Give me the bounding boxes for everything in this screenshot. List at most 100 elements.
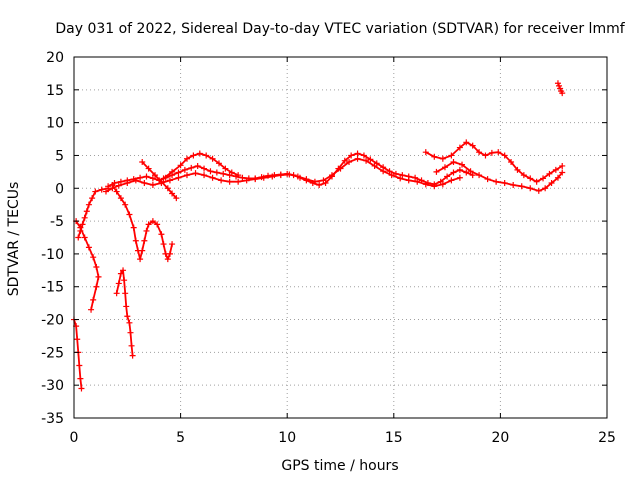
data-point-track-e-13 [209,174,216,181]
data-point-track-e-19 [260,174,267,181]
data-point-track-f-1 [145,165,152,172]
data-point-track-e-3 [124,180,131,187]
data-point-track-j-9 [488,149,495,156]
data-point-track-e-33 [380,168,387,175]
data-point-track-c-4 [83,208,90,215]
data-point-track-i-8 [126,319,133,326]
data-point-track-k-10 [518,183,525,190]
data-point-track-e-20 [269,173,276,180]
data-point-track-b-5 [93,264,100,271]
data-point-track-k-12 [535,187,542,194]
data-point-track-g-2 [177,162,184,169]
data-point-track-f-3 [158,178,165,185]
data-point-track-f-5 [169,190,176,197]
data-point-track-e-41 [448,177,455,184]
data-point-track-e-4 [132,177,139,184]
data-point-track-d-18 [220,170,227,177]
data-point-track-e-21 [277,172,284,179]
data-point-track-h-14 [154,221,161,228]
y-tick-label: -25 [41,345,64,361]
data-point-track-k-3 [459,161,466,168]
data-point-track-d-37 [341,157,348,164]
data-point-track-i-2 [117,270,124,277]
data-point-track-d-14 [194,162,201,169]
data-point-track-d-11 [175,169,182,176]
data-point-track-j-20 [559,162,566,169]
data-point-track-c-3 [81,214,88,221]
data-point-track-l-0 [554,80,561,87]
y-tick-label: 15 [46,83,64,99]
y-tick-label: -20 [41,313,64,329]
x-tick-label: 15 [385,430,403,446]
data-point-track-k-6 [484,176,491,183]
data-point-track-b-9 [88,306,95,313]
data-point-track-j-2 [439,155,446,162]
data-point-track-j-12 [508,159,515,166]
series-track-c [75,185,112,241]
data-point-track-i-5 [122,290,129,297]
x-tick-label: 10 [278,430,296,446]
data-point-track-a-5 [77,375,84,382]
data-point-track-h-6 [132,237,139,244]
data-point-track-l-2 [557,85,564,92]
data-point-track-b-4 [90,254,97,261]
y-tick-label: -35 [41,411,64,427]
data-point-track-k-9 [510,181,517,188]
data-point-track-k-13 [542,185,549,192]
data-point-track-j-8 [482,152,489,159]
data-point-track-c-0 [75,234,82,241]
data-point-track-e-22 [286,171,293,178]
data-point-track-e-15 [226,178,233,185]
data-point-track-k-0 [433,168,440,175]
data-point-track-d-21 [239,174,246,181]
data-point-track-i-10 [128,342,135,349]
y-tick-label: -10 [41,247,64,263]
data-point-track-k-16 [559,169,566,176]
data-point-track-h-18 [164,256,171,263]
series-track-l [554,80,566,97]
data-point-track-e-5 [141,180,148,187]
data-point-track-e-8 [166,177,173,184]
data-point-track-b-8 [90,296,97,303]
data-point-track-d-0 [105,183,112,190]
x-tick-label: 20 [491,430,509,446]
data-point-track-i-1 [115,280,122,287]
data-point-track-j-17 [540,175,547,182]
data-point-track-j-11 [501,152,508,159]
chart-title: Day 031 of 2022, Sidereal Day-to-day VTE… [55,21,625,37]
y-tick-label: -5 [50,214,64,230]
data-point-track-h-4 [126,211,133,218]
series-track-f [139,159,180,202]
data-point-track-j-13 [514,166,521,173]
data-point-track-d-41 [367,156,374,163]
data-point-track-e-29 [346,159,353,166]
data-point-track-d-5 [137,174,144,181]
data-point-track-j-14 [520,172,527,179]
data-point-track-d-17 [213,169,220,176]
data-point-track-g-8 [215,160,222,167]
data-point-track-b-7 [93,283,100,290]
data-point-track-k-14 [548,180,555,187]
data-point-track-e-28 [337,165,344,172]
data-point-track-i-9 [127,329,134,336]
data-point-track-l-4 [559,90,566,97]
data-point-track-d-13 [188,164,195,171]
data-point-track-e-2 [115,182,122,189]
data-point-track-c-8 [98,186,105,193]
series-track-i [113,267,136,359]
series-line-track-g [162,152,240,180]
data-point-track-g-11 [235,172,242,179]
data-point-track-e-14 [218,177,225,184]
data-point-track-e-10 [183,172,190,179]
data-point-track-e-24 [303,176,310,183]
data-point-track-j-4 [456,144,463,151]
data-point-track-e-26 [320,177,327,184]
data-point-track-f-6 [173,195,180,202]
y-tick-label: 0 [55,181,64,197]
data-point-track-h-1 [113,188,120,195]
data-point-track-d-46 [399,172,406,179]
data-point-track-d-53 [444,173,451,180]
data-point-track-d-7 [149,175,156,182]
x-tick-label: 25 [598,430,616,446]
data-point-track-d-6 [143,173,150,180]
